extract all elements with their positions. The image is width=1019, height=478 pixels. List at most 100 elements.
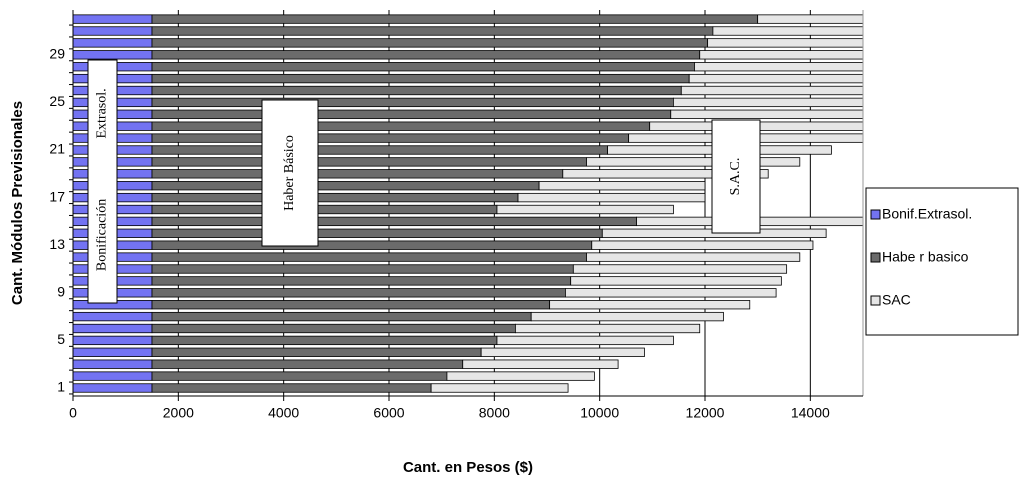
bar-segment <box>151 109 672 119</box>
bar-segment <box>151 359 464 369</box>
bar-segment <box>680 85 863 96</box>
x-tick-label: 2000 <box>163 405 194 421</box>
bar-segment <box>151 311 532 322</box>
bar-segment <box>151 157 587 167</box>
bars <box>73 14 863 393</box>
bar-segment <box>565 288 777 298</box>
bar-segment <box>712 26 863 36</box>
x-axis-title: Cant. en Pesos ($) <box>403 459 533 476</box>
bar-segment <box>649 121 863 131</box>
x-tick-label: 10000 <box>580 405 619 421</box>
bar-segment <box>151 300 551 310</box>
bar-segment <box>151 145 608 155</box>
annotation-box <box>711 119 761 234</box>
bar-segment <box>673 97 863 108</box>
bar-segment <box>462 359 619 369</box>
annotation-box <box>261 99 319 247</box>
bar-segment <box>151 73 690 84</box>
bar-segment <box>151 276 572 286</box>
bar-segment <box>151 26 714 36</box>
bar-segment <box>73 359 153 369</box>
bar-segment <box>694 62 863 72</box>
y-tick-label: 1 <box>57 379 65 395</box>
annotation-text: Bonificación <box>95 199 110 271</box>
y-tick-label: 25 <box>49 93 65 109</box>
bar-segment <box>151 181 540 191</box>
bar-segment <box>496 335 674 346</box>
bar-segment <box>496 204 674 215</box>
bar-segment <box>73 26 153 36</box>
bar-segment <box>151 228 603 238</box>
bar-segment <box>151 50 701 60</box>
bar-segment <box>151 335 498 346</box>
bar-segment <box>73 383 153 393</box>
annotations: Bonificación Extrasol. Haber Básico S.A.C. <box>87 59 761 304</box>
bar-segment <box>670 109 863 119</box>
bar-segment <box>517 192 706 203</box>
y-tick-label: 9 <box>57 284 65 300</box>
bar-segment <box>73 38 153 48</box>
legend-label: Bonif.Extrasol. <box>882 206 972 222</box>
annotation-text: S.A.C. <box>728 158 743 196</box>
bar-segment <box>515 323 701 334</box>
bar-segment <box>151 288 566 298</box>
legend-swatch <box>870 295 881 306</box>
bar-segment <box>586 157 801 167</box>
x-tick-label: 0 <box>69 405 77 421</box>
bar-segment <box>73 335 153 346</box>
bar-segment <box>549 300 751 310</box>
bar-segment <box>151 133 630 143</box>
bar-segment <box>151 38 709 48</box>
annotation-box <box>87 59 118 304</box>
bar-segment <box>151 121 651 131</box>
bar-segment <box>699 50 863 60</box>
bar-segment <box>73 14 153 24</box>
legend-swatch <box>870 252 881 263</box>
bar-segment <box>151 323 516 334</box>
bar-segment <box>572 264 788 274</box>
bar-segment <box>151 216 637 227</box>
bar-segment <box>151 347 482 357</box>
bar-segment <box>151 264 574 274</box>
y-tick-label: 13 <box>49 236 65 252</box>
bar-segment <box>151 97 674 108</box>
bar-segment <box>757 14 863 24</box>
bar-segment <box>446 371 595 381</box>
bar-segment <box>151 192 519 203</box>
y-tick-label: 29 <box>49 46 65 62</box>
bar-segment <box>586 252 801 262</box>
x-tick-label: 12000 <box>686 405 725 421</box>
bar-segment <box>73 323 153 334</box>
bar-segment <box>707 38 863 48</box>
bar-segment <box>562 169 769 179</box>
bar-segment <box>538 181 706 191</box>
bar-segment <box>151 371 448 381</box>
legend-label: SAC <box>882 292 911 308</box>
bar-segment <box>151 14 759 24</box>
x-tick-label: 6000 <box>373 405 404 421</box>
x-tick-label: 4000 <box>268 405 299 421</box>
legend-label: Habe r basico <box>882 249 969 265</box>
legend <box>865 187 1019 336</box>
bar-segment <box>73 50 153 60</box>
y-axis-title: Cant. Módulos Previsionales <box>9 101 26 305</box>
bar-segment <box>151 252 587 262</box>
bar-segment <box>73 347 153 357</box>
bar-segment <box>570 276 782 286</box>
bar-segment <box>151 240 593 250</box>
bar-segment <box>530 311 724 322</box>
bar-segment <box>591 240 814 250</box>
y-tick-label: 21 <box>49 141 65 157</box>
bar-segment <box>636 216 863 227</box>
bar-segment <box>430 383 569 393</box>
bar-segment <box>151 85 682 96</box>
annotation-text: Extrasol. <box>95 88 110 138</box>
bar-segment <box>73 311 153 322</box>
bar-segment <box>688 73 863 84</box>
bar-segment <box>151 169 564 179</box>
bar-segment <box>151 204 498 215</box>
y-tick-label: 17 <box>49 188 65 204</box>
bar-segment <box>73 371 153 381</box>
x-tick-label: 8000 <box>479 405 510 421</box>
